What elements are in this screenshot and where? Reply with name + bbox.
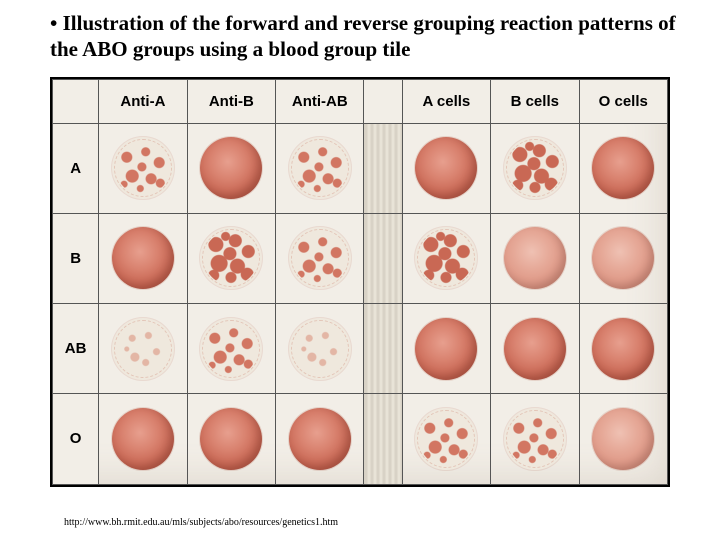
row-label-o: O — [53, 394, 99, 484]
reaction-b-anti-ab — [276, 213, 364, 303]
spacer-cell — [364, 213, 402, 303]
reaction-ab-a-cells — [402, 304, 490, 394]
reaction-ab-o-cells — [579, 304, 668, 394]
col-anti-b: Anti-B — [187, 79, 275, 123]
reaction-b-a-cells — [402, 213, 490, 303]
reaction-a-b-cells — [491, 123, 579, 213]
blood-sample — [200, 408, 262, 470]
reaction-a-anti-ab — [276, 123, 364, 213]
blood-sample — [289, 137, 351, 199]
source-url: http://www.bh.rmit.edu.au/mls/subjects/a… — [64, 517, 338, 528]
col-a-cells: A cells — [402, 79, 490, 123]
reaction-ab-b-cells — [491, 304, 579, 394]
header-row: Anti-A Anti-B Anti-AB A cells B cells O … — [53, 79, 668, 123]
reaction-o-a-cells — [402, 394, 490, 484]
reaction-a-anti-a — [99, 123, 187, 213]
blood-sample — [289, 408, 351, 470]
row-label-a: A — [53, 123, 99, 213]
reaction-o-anti-ab — [276, 394, 364, 484]
grid-row-ab: AB — [53, 304, 668, 394]
reaction-a-o-cells — [579, 123, 668, 213]
grid-row-a: A — [53, 123, 668, 213]
reaction-ab-anti-b — [187, 304, 275, 394]
blood-sample — [289, 318, 351, 380]
blood-sample — [415, 137, 477, 199]
blood-sample — [200, 318, 262, 380]
blood-sample — [504, 137, 566, 199]
blood-sample — [200, 227, 262, 289]
reaction-o-b-cells — [491, 394, 579, 484]
corner-cell — [53, 79, 99, 123]
grid-row-b: B — [53, 213, 668, 303]
reaction-grid: Anti-A Anti-B Anti-AB A cells B cells O … — [52, 79, 668, 485]
reaction-b-o-cells — [579, 213, 668, 303]
spacer-header — [364, 79, 402, 123]
spacer-cell — [364, 123, 402, 213]
blood-sample — [112, 318, 174, 380]
spacer-cell — [364, 394, 402, 484]
blood-sample — [592, 227, 654, 289]
blood-sample — [504, 408, 566, 470]
spacer-cell — [364, 304, 402, 394]
col-o-cells: O cells — [579, 79, 668, 123]
grid-row-o: O — [53, 394, 668, 484]
blood-sample — [415, 318, 477, 380]
reaction-o-o-cells — [579, 394, 668, 484]
row-label-b: B — [53, 213, 99, 303]
col-anti-ab: Anti-AB — [276, 79, 364, 123]
reaction-b-anti-a — [99, 213, 187, 303]
col-anti-a: Anti-A — [99, 79, 187, 123]
blood-sample — [504, 227, 566, 289]
blood-sample — [112, 408, 174, 470]
reaction-a-anti-b — [187, 123, 275, 213]
reaction-ab-anti-ab — [276, 304, 364, 394]
blood-sample — [592, 137, 654, 199]
reaction-o-anti-b — [187, 394, 275, 484]
slide-title: • Illustration of the forward and revers… — [30, 10, 690, 63]
blood-sample — [415, 408, 477, 470]
blood-group-tile: Anti-A Anti-B Anti-AB A cells B cells O … — [50, 77, 670, 487]
blood-sample — [289, 227, 351, 289]
blood-sample — [112, 137, 174, 199]
blood-sample — [592, 408, 654, 470]
reaction-ab-anti-a — [99, 304, 187, 394]
col-b-cells: B cells — [491, 79, 579, 123]
reaction-b-b-cells — [491, 213, 579, 303]
blood-sample — [504, 318, 566, 380]
blood-sample — [415, 227, 477, 289]
row-label-ab: AB — [53, 304, 99, 394]
reaction-a-a-cells — [402, 123, 490, 213]
blood-sample — [200, 137, 262, 199]
blood-sample — [112, 227, 174, 289]
reaction-b-anti-b — [187, 213, 275, 303]
reaction-o-anti-a — [99, 394, 187, 484]
blood-sample — [592, 318, 654, 380]
